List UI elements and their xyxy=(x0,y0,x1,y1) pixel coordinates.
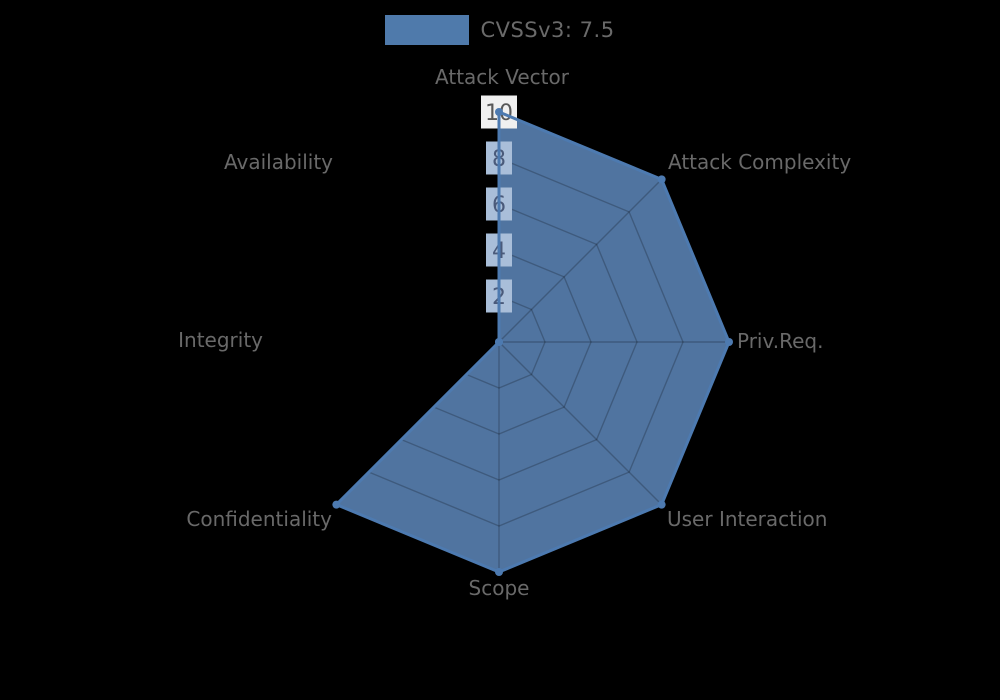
radar-outline xyxy=(334,110,731,574)
grid-spoke-user-interaction xyxy=(498,341,663,506)
grid-ring-4 xyxy=(406,249,592,435)
axis-label-user-interaction: User Interaction xyxy=(667,507,827,531)
axis-label-availability: Availability xyxy=(224,150,333,174)
vertex-dot-priv-req- xyxy=(725,338,733,346)
grid-spoke-attack-complexity xyxy=(498,178,663,343)
grid-spoke-availability xyxy=(335,178,500,343)
axis-label-confidentiality: Confidentiality xyxy=(186,507,332,531)
vertex-dot-scope xyxy=(495,568,503,576)
vertex-dot-attack-vector xyxy=(495,108,503,116)
grid-ring-2 xyxy=(452,295,546,389)
vertex-dot-confidentiality xyxy=(332,500,341,509)
axis-label-priv-req-: Priv.Req. xyxy=(737,329,823,353)
axis-label-integrity: Integrity xyxy=(178,328,263,352)
axis-label-attack-complexity: Attack Complexity xyxy=(668,150,851,174)
grid-ring-6 xyxy=(360,203,638,481)
axis-label-attack-vector: Attack Vector xyxy=(435,65,570,89)
radar-fill xyxy=(336,112,729,572)
axis-label-scope: Scope xyxy=(469,576,530,600)
vertex-dot-availability xyxy=(495,338,503,346)
vertex-dot-user-interaction xyxy=(657,500,666,509)
grid-ring-8 xyxy=(314,157,684,527)
vertex-dot-attack-complexity xyxy=(657,175,666,184)
